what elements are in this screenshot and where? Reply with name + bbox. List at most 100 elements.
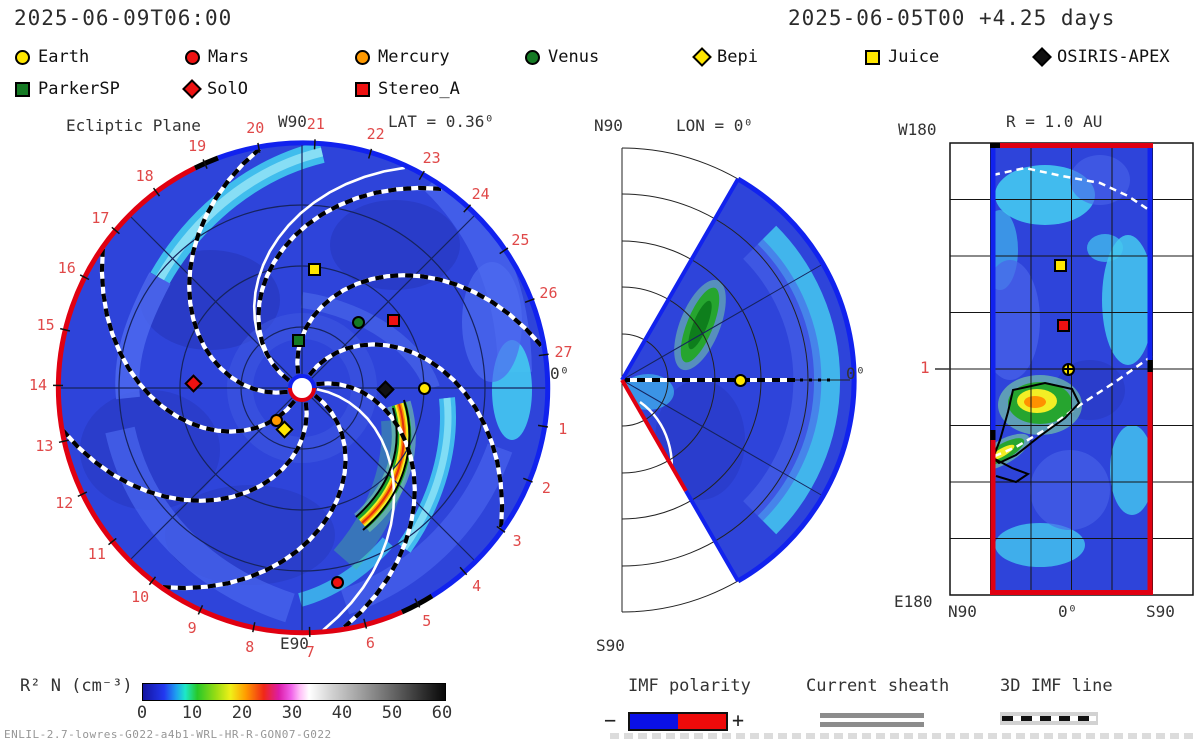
day-label-8: 8 xyxy=(245,637,255,656)
imf-plus-sign: + xyxy=(732,708,745,732)
legend-label-solo: SolO xyxy=(207,79,248,99)
marker-solo xyxy=(183,373,203,393)
lat-label: LAT = 0.36⁰ xyxy=(388,112,494,131)
colorbar-label: R² N (cm⁻³) xyxy=(20,676,133,696)
map-zero-tick: 0⁰ xyxy=(1058,602,1078,621)
meridional-zero-deg-label: 0⁰ xyxy=(846,364,866,383)
colorbar-tick-60: 60 xyxy=(431,703,453,723)
colorbar-tick-30: 30 xyxy=(281,703,303,723)
imf-line-swatch xyxy=(1000,712,1098,725)
radial-map-cme-contour xyxy=(991,381,1081,484)
s90-label: S90 xyxy=(596,636,625,655)
r-1au-title: R = 1.0 AU xyxy=(1006,112,1103,131)
legend-item-stereo-a: Stereo_A xyxy=(355,79,460,99)
legend-item-osiris-apex: OSIRIS-APEX xyxy=(1032,47,1170,67)
marker-stereo-a xyxy=(386,313,400,327)
sun-symbol xyxy=(288,374,316,402)
marker-earth xyxy=(417,381,431,395)
radial-map-current-sheet xyxy=(992,166,1153,458)
map-s90-tick: S90 xyxy=(1146,602,1175,621)
legend-label-venus: Venus xyxy=(548,47,600,67)
mars-marker-icon xyxy=(185,49,200,65)
juice-marker-icon xyxy=(865,49,880,65)
legend-item-mercury: Mercury xyxy=(355,47,450,67)
imf-positive-swatch xyxy=(678,714,726,729)
imf-negative-swatch xyxy=(630,714,678,729)
earth-marker-icon xyxy=(15,49,30,65)
day-label-3: 3 xyxy=(512,531,522,550)
imf-line-title: 3D IMF line xyxy=(1000,676,1113,696)
day-label-11: 11 xyxy=(87,545,106,564)
marker-mars xyxy=(330,575,344,589)
solo-marker-icon xyxy=(182,79,202,99)
legend-item-mars: Mars xyxy=(185,47,249,67)
e90-label: E90 xyxy=(280,634,309,653)
legend-label-bepi: Bepi xyxy=(717,47,758,67)
legend-item-solo: SolO xyxy=(182,79,248,99)
ecliptic-grid xyxy=(58,144,546,632)
day-label-1: 1 xyxy=(558,420,568,439)
colorbar-tick-50: 50 xyxy=(381,703,403,723)
day-label-9: 9 xyxy=(187,619,197,638)
timestamp-run: 2025-06-05T00 +4.25 days xyxy=(788,6,1116,30)
day-label-15: 15 xyxy=(36,316,55,335)
colorbar-tick-20: 20 xyxy=(231,703,253,723)
day-label-19: 19 xyxy=(188,136,207,155)
legend-item-bepi: Bepi xyxy=(692,47,758,67)
day-label-24: 24 xyxy=(471,184,490,203)
current-sheath-swatch-bottom xyxy=(820,722,924,727)
map-n90-tick: N90 xyxy=(948,602,977,621)
day-label-7: 7 xyxy=(305,642,315,661)
current-sheath-swatch-top xyxy=(820,713,924,718)
marker-juice xyxy=(307,262,321,276)
colorbar-tick-0: 0 xyxy=(136,703,148,723)
timestamp-current: 2025-06-09T06:00 xyxy=(14,6,233,30)
cme-contour xyxy=(355,399,411,531)
imf-polarity-bar xyxy=(628,712,728,731)
bepi-marker-icon xyxy=(692,47,712,67)
day-label-20: 20 xyxy=(246,119,265,138)
day-label-6: 6 xyxy=(365,634,375,652)
day-label-13: 13 xyxy=(35,436,54,455)
footer-watermark xyxy=(610,733,1195,739)
legend-label-stereo-a: Stereo_A xyxy=(378,79,460,99)
ecliptic-plane-title: Ecliptic Plane xyxy=(66,116,201,135)
day-label-16: 16 xyxy=(57,259,76,278)
marker-earth xyxy=(1061,362,1075,376)
marker-parkersp xyxy=(291,333,305,347)
model-version-footer: ENLIL-2.7-lowres-G022-a4b1-WRL-HR-R-GON0… xyxy=(4,728,332,741)
imf-polarity-title: IMF polarity xyxy=(628,676,751,696)
lon-label: LON = 0⁰ xyxy=(676,116,754,135)
day-label-2: 2 xyxy=(541,478,551,497)
imf-spiral-lines xyxy=(61,147,543,632)
density-colorbar xyxy=(142,683,446,701)
legend-item-venus: Venus xyxy=(525,47,600,67)
current-sheath-title: Current sheath xyxy=(806,676,950,696)
day-label-23: 23 xyxy=(422,148,441,167)
day-label-22: 22 xyxy=(366,125,385,144)
legend-label-earth: Earth xyxy=(38,47,90,67)
legend-label-juice: Juice xyxy=(888,47,940,67)
day-label-17: 17 xyxy=(91,208,110,227)
day-label-27: 27 xyxy=(554,343,573,362)
n90-label: N90 xyxy=(594,116,623,135)
marker-earth xyxy=(733,373,747,387)
legend-label-osiris-apex: OSIRIS-APEX xyxy=(1057,47,1170,67)
ecliptic-zero-deg-label: 0⁰ xyxy=(550,364,570,383)
stereo-a-marker-icon xyxy=(355,81,370,97)
e180-label: E180 xyxy=(894,592,933,611)
legend-label-mercury: Mercury xyxy=(378,47,450,67)
w180-label: W180 xyxy=(898,120,937,139)
colorbar-tick-40: 40 xyxy=(331,703,353,723)
venus-marker-icon xyxy=(525,49,540,65)
w90-label: W90 xyxy=(278,112,307,131)
day-label-25: 25 xyxy=(511,230,530,249)
osiris-apex-marker-icon xyxy=(1032,47,1052,67)
legend-item-parkersp: ParkerSP xyxy=(15,79,120,99)
legend-label-mars: Mars xyxy=(208,47,249,67)
marker-stereo-a xyxy=(1056,318,1070,332)
parkersp-marker-icon xyxy=(15,81,30,97)
imf-minus-sign: − xyxy=(604,708,617,732)
map-day1-tick: 1 xyxy=(920,358,930,377)
